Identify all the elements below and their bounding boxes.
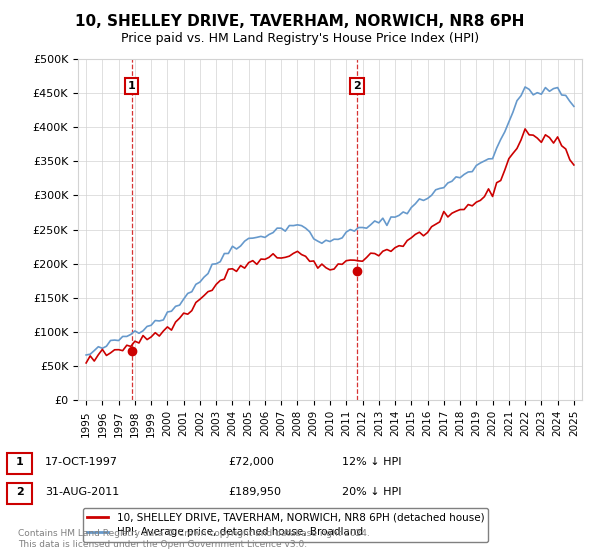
Text: 2: 2 (16, 487, 23, 497)
Text: Price paid vs. HM Land Registry's House Price Index (HPI): Price paid vs. HM Land Registry's House … (121, 32, 479, 45)
Text: 1: 1 (128, 81, 136, 91)
Legend: 10, SHELLEY DRIVE, TAVERHAM, NORWICH, NR8 6PH (detached house), HPI: Average pri: 10, SHELLEY DRIVE, TAVERHAM, NORWICH, NR… (83, 508, 488, 542)
Text: 12% ↓ HPI: 12% ↓ HPI (342, 457, 401, 467)
Text: Contains HM Land Registry data © Crown copyright and database right 2024.
This d: Contains HM Land Registry data © Crown c… (18, 529, 370, 549)
Text: £72,000: £72,000 (228, 457, 274, 467)
Text: 31-AUG-2011: 31-AUG-2011 (45, 487, 119, 497)
Text: 1: 1 (16, 457, 23, 467)
Text: 10, SHELLEY DRIVE, TAVERHAM, NORWICH, NR8 6PH: 10, SHELLEY DRIVE, TAVERHAM, NORWICH, NR… (76, 14, 524, 29)
Text: 2: 2 (353, 81, 361, 91)
Text: £189,950: £189,950 (228, 487, 281, 497)
Text: 20% ↓ HPI: 20% ↓ HPI (342, 487, 401, 497)
Text: 17-OCT-1997: 17-OCT-1997 (45, 457, 118, 467)
